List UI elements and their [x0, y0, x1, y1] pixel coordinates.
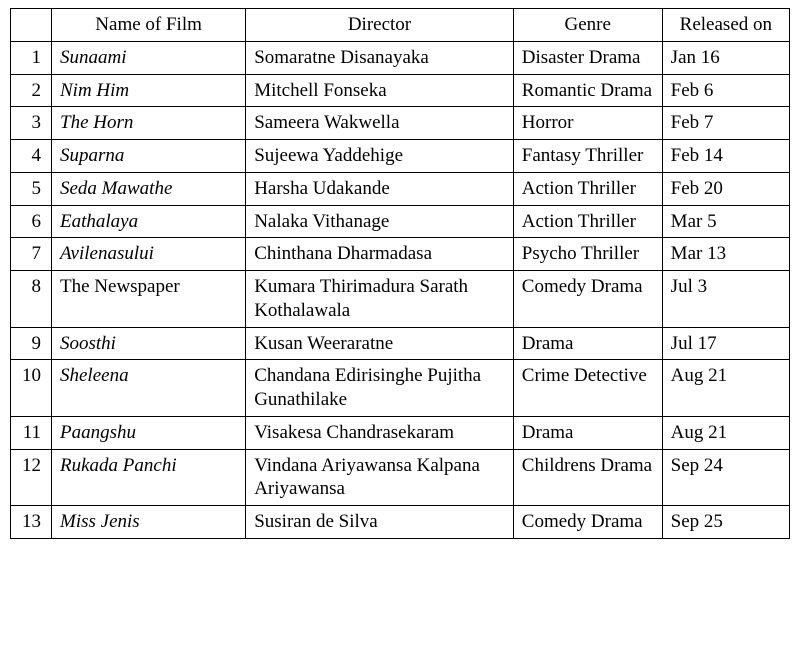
- cell-director: Harsha Udakande: [246, 172, 514, 205]
- cell-released: Feb 7: [662, 107, 789, 140]
- cell-film: Sheleena: [52, 360, 246, 417]
- film-title: Sheleena: [60, 365, 129, 386]
- cell-released: Mar 5: [662, 205, 789, 238]
- cell-released: Mar 13: [662, 238, 789, 271]
- cell-film: Paangshu: [52, 416, 246, 449]
- table-row: 11 Paangshu Visakesa ChandrasekaramDramaAu…: [11, 416, 790, 449]
- films-table-body: 1 Sunaami Somaratne DisanayakaDisaster Dra…: [11, 41, 790, 538]
- cell-film: Miss Jenis: [52, 506, 246, 539]
- cell-released: Sep 24: [662, 449, 789, 506]
- table-row: 2 Nim Him Mitchell FonsekaRomantic DramaFe…: [11, 74, 790, 107]
- table-row: 1 Sunaami Somaratne DisanayakaDisaster Dra…: [11, 41, 790, 74]
- film-title: Soosthi: [60, 333, 116, 354]
- col-header-index: [11, 9, 52, 42]
- col-header-director: Director: [246, 9, 514, 42]
- cell-released: Feb 14: [662, 140, 789, 173]
- cell-film: The Newspaper: [52, 271, 246, 328]
- cell-genre: Action Thriller: [513, 205, 662, 238]
- cell-released: Aug 21: [662, 360, 789, 417]
- film-title: Sunaami: [60, 47, 127, 68]
- table-row: 8 The Newspaper Kumara Thirimadura Sarath …: [11, 271, 790, 328]
- table-row: 9 Soosthi Kusan WeeraratneDramaJul 17: [11, 327, 790, 360]
- cell-genre: Psycho Thriller: [513, 238, 662, 271]
- cell-index: 7: [11, 238, 52, 271]
- cell-genre: Disaster Drama: [513, 41, 662, 74]
- cell-index: 8: [11, 271, 52, 328]
- cell-director: Chandana Edirisinghe Pujitha Gunathilake: [246, 360, 514, 417]
- cell-index: 3: [11, 107, 52, 140]
- cell-genre: Action Thriller: [513, 172, 662, 205]
- table-row: 12 Rukada Panchi Vindana Ariyawansa Kalpan…: [11, 449, 790, 506]
- cell-genre: Comedy Drama: [513, 506, 662, 539]
- cell-index: 9: [11, 327, 52, 360]
- films-table: Name of Film Director Genre Released on …: [10, 8, 790, 539]
- table-row: 13 Miss Jenis Susiran de SilvaComedy Drama…: [11, 506, 790, 539]
- cell-director: Chinthana Dharmadasa: [246, 238, 514, 271]
- film-title: Nim Him: [60, 80, 129, 101]
- cell-released: Jul 17: [662, 327, 789, 360]
- cell-released: Aug 21: [662, 416, 789, 449]
- film-title: Suparna: [60, 145, 124, 166]
- cell-director: Sameera Wakwella: [246, 107, 514, 140]
- cell-genre: Crime Detective: [513, 360, 662, 417]
- cell-director: Nalaka Vithanage: [246, 205, 514, 238]
- col-header-genre: Genre: [513, 9, 662, 42]
- cell-released: Sep 25: [662, 506, 789, 539]
- cell-director: Kumara Thirimadura Sarath Kothalawala: [246, 271, 514, 328]
- table-header-row: Name of Film Director Genre Released on: [11, 9, 790, 42]
- table-row: 6 Eathalaya Nalaka VithanageAction Thrille…: [11, 205, 790, 238]
- film-title: Paangshu: [60, 422, 136, 443]
- cell-genre: Horror: [513, 107, 662, 140]
- cell-film: Sunaami: [52, 41, 246, 74]
- cell-director: Vindana Ariyawansa Kalpana Ariyawansa: [246, 449, 514, 506]
- cell-index: 5: [11, 172, 52, 205]
- cell-director: Kusan Weeraratne: [246, 327, 514, 360]
- film-title: Miss Jenis: [60, 511, 140, 532]
- film-title: Eathalaya: [60, 211, 138, 232]
- cell-director: Visakesa Chandrasekaram: [246, 416, 514, 449]
- cell-genre: Childrens Drama: [513, 449, 662, 506]
- cell-genre: Drama: [513, 416, 662, 449]
- cell-genre: Fantasy Thriller: [513, 140, 662, 173]
- table-row: 4 Suparna Sujeewa YaddehigeFantasy Thrille…: [11, 140, 790, 173]
- cell-film: Avilenasului: [52, 238, 246, 271]
- cell-released: Jan 16: [662, 41, 789, 74]
- cell-genre: Drama: [513, 327, 662, 360]
- cell-index: 6: [11, 205, 52, 238]
- cell-genre: Comedy Drama: [513, 271, 662, 328]
- film-title: Seda Mawathe: [60, 178, 172, 199]
- cell-director: Sujeewa Yaddehige: [246, 140, 514, 173]
- film-title: Rukada Panchi: [60, 455, 177, 476]
- table-row: 10 Sheleena Chandana Edirisinghe Pujitha G…: [11, 360, 790, 417]
- cell-index: 11: [11, 416, 52, 449]
- col-header-released: Released on: [662, 9, 789, 42]
- cell-film: Suparna: [52, 140, 246, 173]
- table-row: 3 The Horn Sameera WakwellaHorrorFeb 7: [11, 107, 790, 140]
- film-title: The Newspaper: [60, 276, 180, 297]
- cell-film: Eathalaya: [52, 205, 246, 238]
- cell-film: Rukada Panchi: [52, 449, 246, 506]
- cell-index: 2: [11, 74, 52, 107]
- cell-index: 13: [11, 506, 52, 539]
- cell-released: Feb 6: [662, 74, 789, 107]
- cell-director: Mitchell Fonseka: [246, 74, 514, 107]
- cell-index: 12: [11, 449, 52, 506]
- cell-director: Somaratne Disanayaka: [246, 41, 514, 74]
- cell-index: 1: [11, 41, 52, 74]
- film-title: The Horn: [60, 112, 133, 133]
- cell-film: The Horn: [52, 107, 246, 140]
- cell-index: 4: [11, 140, 52, 173]
- cell-released: Feb 20: [662, 172, 789, 205]
- cell-film: Nim Him: [52, 74, 246, 107]
- cell-film: Seda Mawathe: [52, 172, 246, 205]
- cell-index: 10: [11, 360, 52, 417]
- table-row: 5 Seda Mawathe Harsha UdakandeAction Thril…: [11, 172, 790, 205]
- cell-film: Soosthi: [52, 327, 246, 360]
- table-row: 7 Avilenasului Chinthana DharmadasaPsycho …: [11, 238, 790, 271]
- film-title: Avilenasului: [60, 243, 154, 264]
- cell-director: Susiran de Silva: [246, 506, 514, 539]
- col-header-film: Name of Film: [52, 9, 246, 42]
- cell-released: Jul 3: [662, 271, 789, 328]
- cell-genre: Romantic Drama: [513, 74, 662, 107]
